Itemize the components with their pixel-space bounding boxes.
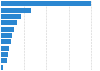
- Bar: [1, 58, 7, 63]
- Bar: [1, 8, 31, 13]
- Bar: [1, 65, 4, 70]
- Bar: [1, 46, 9, 51]
- Bar: [1, 27, 14, 32]
- Bar: [1, 20, 17, 25]
- Bar: [1, 39, 11, 44]
- Bar: [1, 1, 91, 6]
- Bar: [1, 52, 8, 57]
- Bar: [1, 33, 12, 38]
- Bar: [1, 14, 21, 19]
